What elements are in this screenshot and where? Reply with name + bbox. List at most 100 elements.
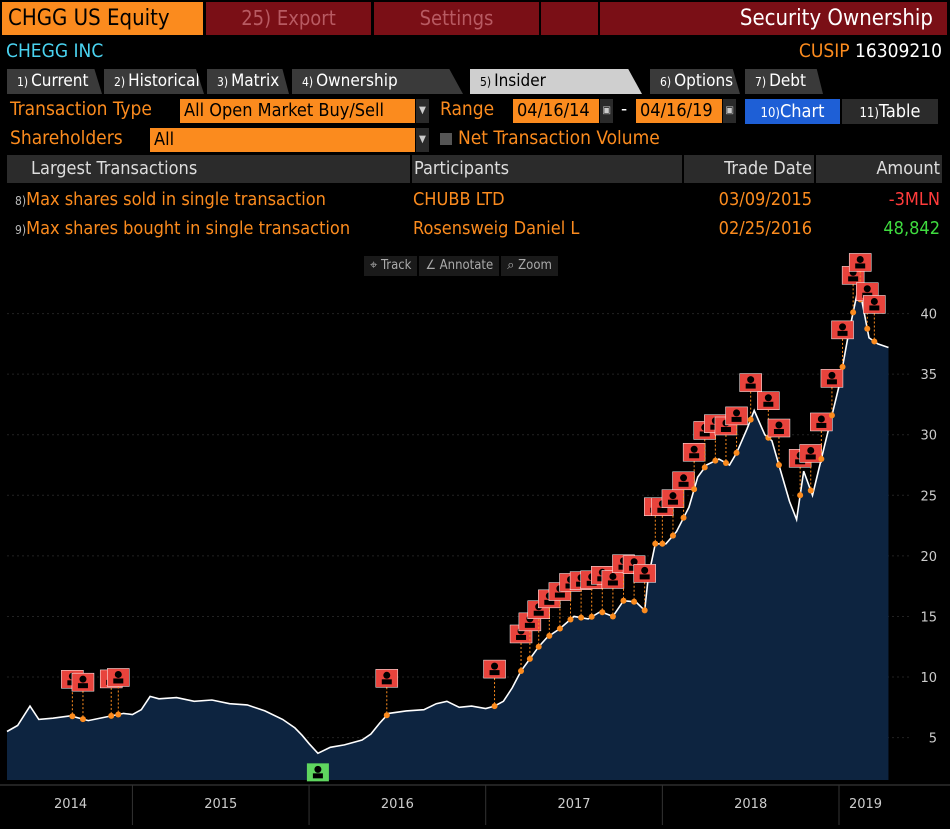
- chart-view-button[interactable]: 10)Chart: [745, 99, 840, 124]
- sell-marker-icon-body: [720, 426, 731, 432]
- shareholders-dropdown[interactable]: All: [150, 128, 415, 152]
- marker-dot: [652, 540, 659, 547]
- sell-marker-icon-head: [863, 285, 871, 293]
- cusip-value: 16309210: [855, 40, 942, 62]
- sell-marker-icon-body: [516, 634, 527, 640]
- marker-dot: [79, 716, 86, 723]
- tab-matrix[interactable]: 3) Matrix: [207, 69, 289, 94]
- zoom-button[interactable]: ⌕ Zoom: [501, 256, 558, 276]
- sell-marker-icon-head: [690, 445, 698, 453]
- sell-marker-icon-body: [869, 305, 880, 311]
- tab-label: Options: [674, 71, 734, 91]
- tab-number: 1): [17, 75, 29, 89]
- tab-label: Current: [31, 71, 89, 91]
- calendar-icon[interactable]: ▣: [723, 99, 736, 123]
- sell-marker-icon-body: [826, 379, 837, 385]
- marker-dot: [108, 712, 115, 719]
- title-spacer: [541, 2, 598, 35]
- tab-number: 6): [660, 75, 672, 89]
- settings-button[interactable]: Settings: [374, 2, 539, 35]
- shareholders-label: Shareholders: [10, 127, 123, 149]
- table-view-button[interactable]: 11)Table: [842, 99, 938, 124]
- cusip-label: CUSIP: [798, 40, 850, 62]
- marker-dot: [701, 464, 708, 471]
- marker-dot: [807, 487, 814, 494]
- row-participant[interactable]: CHUBB LTD: [413, 189, 505, 210]
- tab-options[interactable]: 6) Options: [650, 69, 740, 94]
- price-chart[interactable]: 5 10 15 20 25 30 35 40 2014 2015 2016 2017 2018 2019 …: [0, 253, 950, 825]
- sell-marker-icon-head: [807, 446, 815, 454]
- row-date: 03/09/2015: [718, 189, 812, 210]
- sell-marker-icon-body: [773, 429, 784, 435]
- y-tick-label: 40: [920, 308, 937, 323]
- cusip: CUSIP 16309210: [799, 40, 942, 62]
- marker-dot: [546, 632, 553, 639]
- marker-dot: [691, 486, 698, 493]
- y-tick-label: 30: [920, 429, 937, 444]
- sell-marker-icon-body: [837, 330, 848, 336]
- range-separator: -: [621, 98, 628, 120]
- transaction-type-dropdown[interactable]: All Open Market Buy/Sell: [180, 99, 415, 123]
- col-header-date[interactable]: Trade Date: [684, 155, 814, 183]
- range-from-field[interactable]: 04/16/14: [513, 99, 599, 123]
- chart-svg[interactable]: 5 10 15 20 25 30 35 40 2014 2015 2016 2017 2018 2019: [0, 253, 950, 825]
- tab-ownership-summary[interactable]: 4)Ownership Summary: [292, 69, 463, 94]
- range-to-field[interactable]: 04/16/19: [636, 99, 722, 123]
- row-date: 02/25/2016: [718, 218, 812, 239]
- sell-marker-icon-head: [828, 371, 836, 379]
- table-row[interactable]: 9)Max shares bought in single transactio…: [15, 215, 350, 243]
- table-btn-label: Table: [878, 101, 921, 122]
- sell-marker-icon-body: [678, 481, 689, 487]
- tab-current[interactable]: 1) Current: [7, 69, 102, 94]
- marker-dot: [775, 462, 782, 469]
- sell-marker-icon-body: [544, 599, 555, 605]
- marker-dot: [526, 655, 533, 662]
- chart-toolbar: ⌖ Track ∠ Annotate ⌕ Zoom: [364, 256, 558, 276]
- annotate-button[interactable]: ∠ Annotate: [419, 256, 500, 276]
- col-header-amount[interactable]: Amount: [816, 155, 942, 183]
- marker-dot: [556, 625, 563, 632]
- row-participant[interactable]: Rosensweig Daniel L: [413, 218, 580, 239]
- tab-insider-transactions[interactable]: 5)Insider Transactions: [470, 69, 642, 94]
- y-tick-label: 25: [920, 489, 937, 504]
- export-button[interactable]: 25) Export: [206, 2, 371, 35]
- sell-marker-icon-body: [699, 431, 710, 437]
- x-tick-label: 2017: [557, 797, 590, 812]
- sell-marker-icon-head: [114, 670, 122, 678]
- sell-marker-icon-head: [733, 409, 741, 417]
- marker-dot: [712, 457, 719, 464]
- ticker-field[interactable]: CHGG US Equity: [2, 2, 203, 35]
- y-tick-label: 20: [920, 550, 937, 565]
- marker-dot: [383, 712, 390, 719]
- col-header-largest[interactable]: Largest Transactions: [7, 155, 410, 183]
- sell-marker-icon-head: [79, 675, 87, 683]
- row-description: Max shares sold in single transaction: [26, 189, 326, 210]
- marker-dot: [567, 616, 574, 623]
- chart-btn-label: Chart: [779, 101, 825, 122]
- tab-number: 7): [755, 75, 767, 89]
- sell-marker-icon-head: [856, 255, 864, 263]
- tab-label: Historical: [128, 71, 200, 91]
- sell-marker-icon-head: [817, 415, 825, 423]
- sell-marker-icon-body: [489, 670, 500, 676]
- track-button[interactable]: ⌖ Track: [364, 256, 418, 276]
- marker-dot: [871, 338, 878, 345]
- marker-dot: [641, 607, 648, 614]
- sell-marker-icon-head: [775, 421, 783, 429]
- marker-dot: [518, 667, 525, 674]
- buy-marker-icon-head: [314, 765, 322, 773]
- col-header-participants[interactable]: Participants: [412, 155, 682, 183]
- sell-marker-icon-body: [816, 422, 827, 428]
- marker-dot: [620, 597, 627, 604]
- chart-btn-num: 10): [760, 106, 780, 121]
- marker-dot: [680, 514, 687, 521]
- sell-marker-icon-head: [764, 394, 772, 402]
- calendar-icon[interactable]: ▣: [600, 99, 613, 123]
- transaction-type-label: Transaction Type: [10, 98, 152, 120]
- table-row[interactable]: 8)Max shares sold in single transaction: [15, 186, 326, 214]
- chevron-down-icon[interactable]: ▼: [416, 99, 429, 123]
- tab-debt[interactable]: 7) Debt: [745, 69, 823, 94]
- tab-historical[interactable]: 2) Historical: [104, 69, 204, 94]
- net-volume-checkbox[interactable]: [440, 133, 452, 145]
- chevron-down-icon[interactable]: ▼: [416, 128, 429, 152]
